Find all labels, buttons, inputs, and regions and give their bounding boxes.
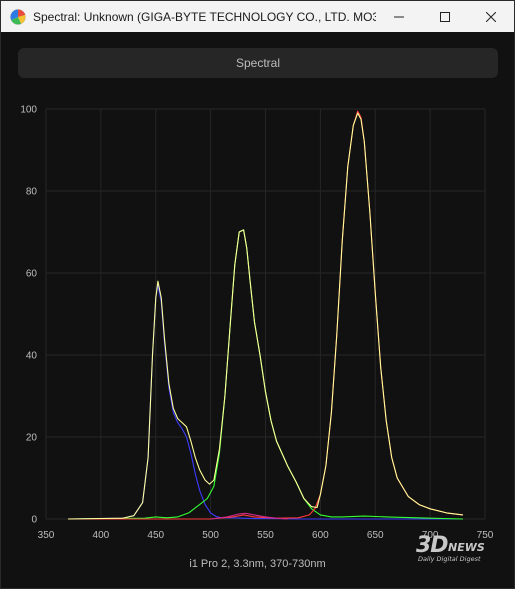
x-tick-label: 400 [93,530,110,541]
x-tick-label: 700 [422,530,439,541]
window-title: Spectral: Unknown (GIGA-BYTE TECHNOLOGY … [33,9,376,24]
x-tick-label: 350 [38,530,55,541]
x-tick-label: 450 [147,530,164,541]
watermark-logo: 3D NEWS Daily Digital Digest [416,533,498,567]
content-area: Spectral 350 400 450 500 550 600 650 700 750 0 20 4… [1,32,514,588]
minimize-button[interactable] [376,1,422,32]
x-tick-label: 550 [257,530,274,541]
x-tick-label: 750 [477,530,494,541]
tab-label: Spectral [235,56,281,70]
maximize-button[interactable] [422,1,468,32]
maximize-icon [440,11,450,22]
spectral-chart: 350 400 450 500 550 600 650 700 750 0 20 40 60 80 100 [20,105,494,542]
watermark-3d: 3D [416,533,449,558]
title-bar[interactable]: Spectral: Unknown (GIGA-BYTE TECHNOLOGY … [1,1,514,32]
y-tick-label: 40 [26,351,38,362]
watermark-news: NEWS [448,541,485,554]
close-button[interactable] [468,1,514,32]
tab-spectral[interactable]: Spectral [18,48,498,78]
y-tick-label: 0 [31,515,37,526]
y-tick-label: 20 [26,433,38,444]
spectral-app-icon [10,8,26,25]
minimize-icon [394,16,404,17]
instrument-label: i1 Pro 2, 3.3nm, 370-730nm [189,558,326,570]
y-tick-label: 100 [20,105,37,116]
close-icon [486,11,496,22]
x-tick-label: 500 [202,530,219,541]
y-tick-label: 80 [26,187,38,198]
x-tick-label: 600 [312,530,329,541]
y-tick-label: 60 [26,269,38,280]
watermark-subtitle: Daily Digital Digest [418,555,481,563]
x-tick-label: 650 [367,530,384,541]
series-total [67,112,464,520]
series-magenta [210,512,288,520]
